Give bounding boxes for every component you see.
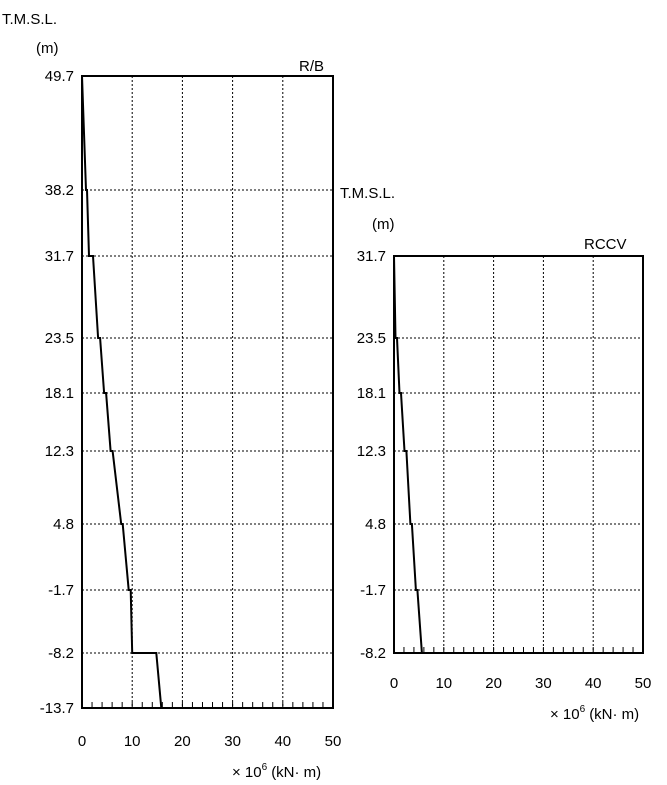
x-tick-label: 40 xyxy=(585,675,602,692)
rccv-yunit: (m) xyxy=(372,216,395,233)
rccv-title: RCCV xyxy=(584,236,627,253)
y-tick-label: 4.8 xyxy=(365,516,386,533)
rccv-xunit-label: × 106 (kN· m) xyxy=(550,704,639,723)
x-tick-label: 0 xyxy=(78,733,86,750)
rb-gridlines xyxy=(82,76,333,708)
rb-ylabel: T.M.S.L. xyxy=(2,11,57,28)
rccv-ylabel: T.M.S.L. xyxy=(340,185,395,202)
rb-title: R/B xyxy=(299,58,324,75)
y-tick-label: -13.7 xyxy=(40,700,74,717)
x-tick-label: 50 xyxy=(635,675,652,692)
rb-plot-frame xyxy=(81,75,334,709)
y-tick-label: 23.5 xyxy=(45,330,74,347)
y-tick-label: -1.7 xyxy=(360,582,386,599)
rccv-gridlines xyxy=(394,256,643,653)
y-tick-label: 18.1 xyxy=(45,385,74,402)
rb-moment-series-line xyxy=(81,75,163,709)
rb-yunit: (m) xyxy=(36,40,59,57)
y-tick-label: 12.3 xyxy=(357,443,386,460)
rb-xunit-label: × 106 (kN· m) xyxy=(232,762,321,781)
y-tick-label: -8.2 xyxy=(48,645,74,662)
rccv-moment-series-line xyxy=(393,255,423,654)
x-tick-label: 30 xyxy=(535,675,552,692)
x-tick-label: 50 xyxy=(325,733,342,750)
y-tick-label: 12.3 xyxy=(45,443,74,460)
y-tick-label: 31.7 xyxy=(45,248,74,265)
y-tick-label: 49.7 xyxy=(45,68,74,85)
y-tick-label: 38.2 xyxy=(45,182,74,199)
x-tick-label: 30 xyxy=(224,733,241,750)
x-tick-label: 40 xyxy=(274,733,291,750)
y-tick-label: 18.1 xyxy=(357,385,386,402)
rb-x-tick-labels: 0 10 20 30 40 50 xyxy=(78,733,342,750)
y-tick-label: 23.5 xyxy=(357,330,386,347)
rb-chart-panel: T.M.S.L. (m) R/B 49.7 38.2 31.7 23.5 18.1 12.… xyxy=(2,11,341,781)
x-tick-label: 10 xyxy=(124,733,141,750)
rccv-x-tick-labels: 0 10 20 30 40 50 xyxy=(390,675,652,692)
x-tick-label: 10 xyxy=(435,675,452,692)
rccv-plot-frame xyxy=(393,255,644,654)
y-tick-label: 31.7 xyxy=(357,248,386,265)
x-tick-label: 20 xyxy=(485,675,502,692)
rccv-chart-panel: T.M.S.L. (m) RCCV 31.7 23.5 18.1 12.3 4.8 -1.… xyxy=(340,185,651,723)
y-tick-label: -1.7 xyxy=(48,582,74,599)
rccv-y-tick-labels: 31.7 23.5 18.1 12.3 4.8 -1.7 -8.2 xyxy=(357,248,386,662)
x-tick-label: 0 xyxy=(390,675,398,692)
y-tick-label: 4.8 xyxy=(53,516,74,533)
y-tick-label: -8.2 xyxy=(360,645,386,662)
rb-y-tick-labels: 49.7 38.2 31.7 23.5 18.1 12.3 4.8 -1.7 -8.2 -13.7 xyxy=(40,68,74,717)
x-tick-label: 20 xyxy=(174,733,191,750)
